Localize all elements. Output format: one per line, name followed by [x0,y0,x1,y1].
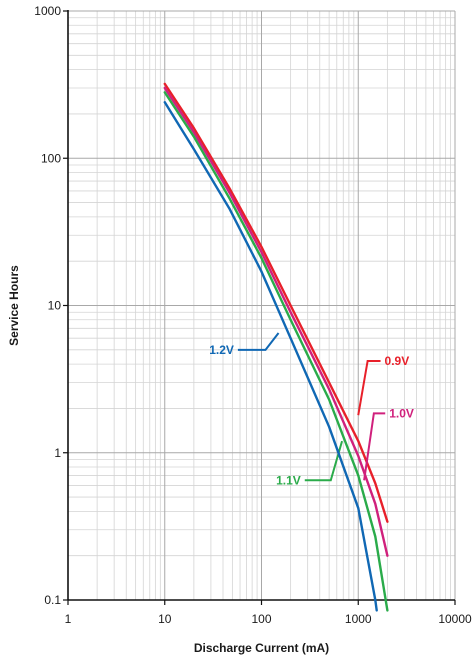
y-axis-label: Service Hours [7,265,21,346]
series-group: 0.9V 1.0V 1.1V 1.2V [163,82,414,612]
series-0-9v: 0.9V [163,82,410,523]
y-tick-label: 10 [48,299,62,313]
x-tick-label: 1000 [345,612,372,626]
series-line-1-2v [163,101,378,612]
tick-labels: 1 10 100 1000 10000 0.1 1 10 100 1000 [34,4,472,626]
y-tick-label: 1000 [34,4,61,18]
x-tick-label: 1 [65,612,72,626]
y-tick-label: 0.1 [44,593,61,607]
series-label: 0.9V [385,354,410,368]
series-label: 1.0V [389,406,414,420]
series-line-1-1v [163,91,389,612]
x-tick-label: 10000 [438,612,472,626]
grid [67,10,456,601]
series-line-0-9v [163,82,389,523]
axes-frame [63,10,456,605]
y-tick-label: 100 [41,151,61,165]
series-label: 1.1V [276,473,301,487]
series-1-0v: 1.0V [163,86,414,557]
y-tick-label: 1 [54,446,61,460]
series-callout-line [237,332,280,351]
series-label: 1.2V [209,343,234,357]
x-axis-label: Discharge Current (mA) [194,641,329,655]
x-tick-label: 10 [158,612,172,626]
x-tick-label: 100 [251,612,271,626]
series-callout-line [357,359,381,416]
series-callout-line [363,412,386,481]
series-line-1-0v [163,86,389,557]
series-1-2v: 1.2V [163,101,378,612]
